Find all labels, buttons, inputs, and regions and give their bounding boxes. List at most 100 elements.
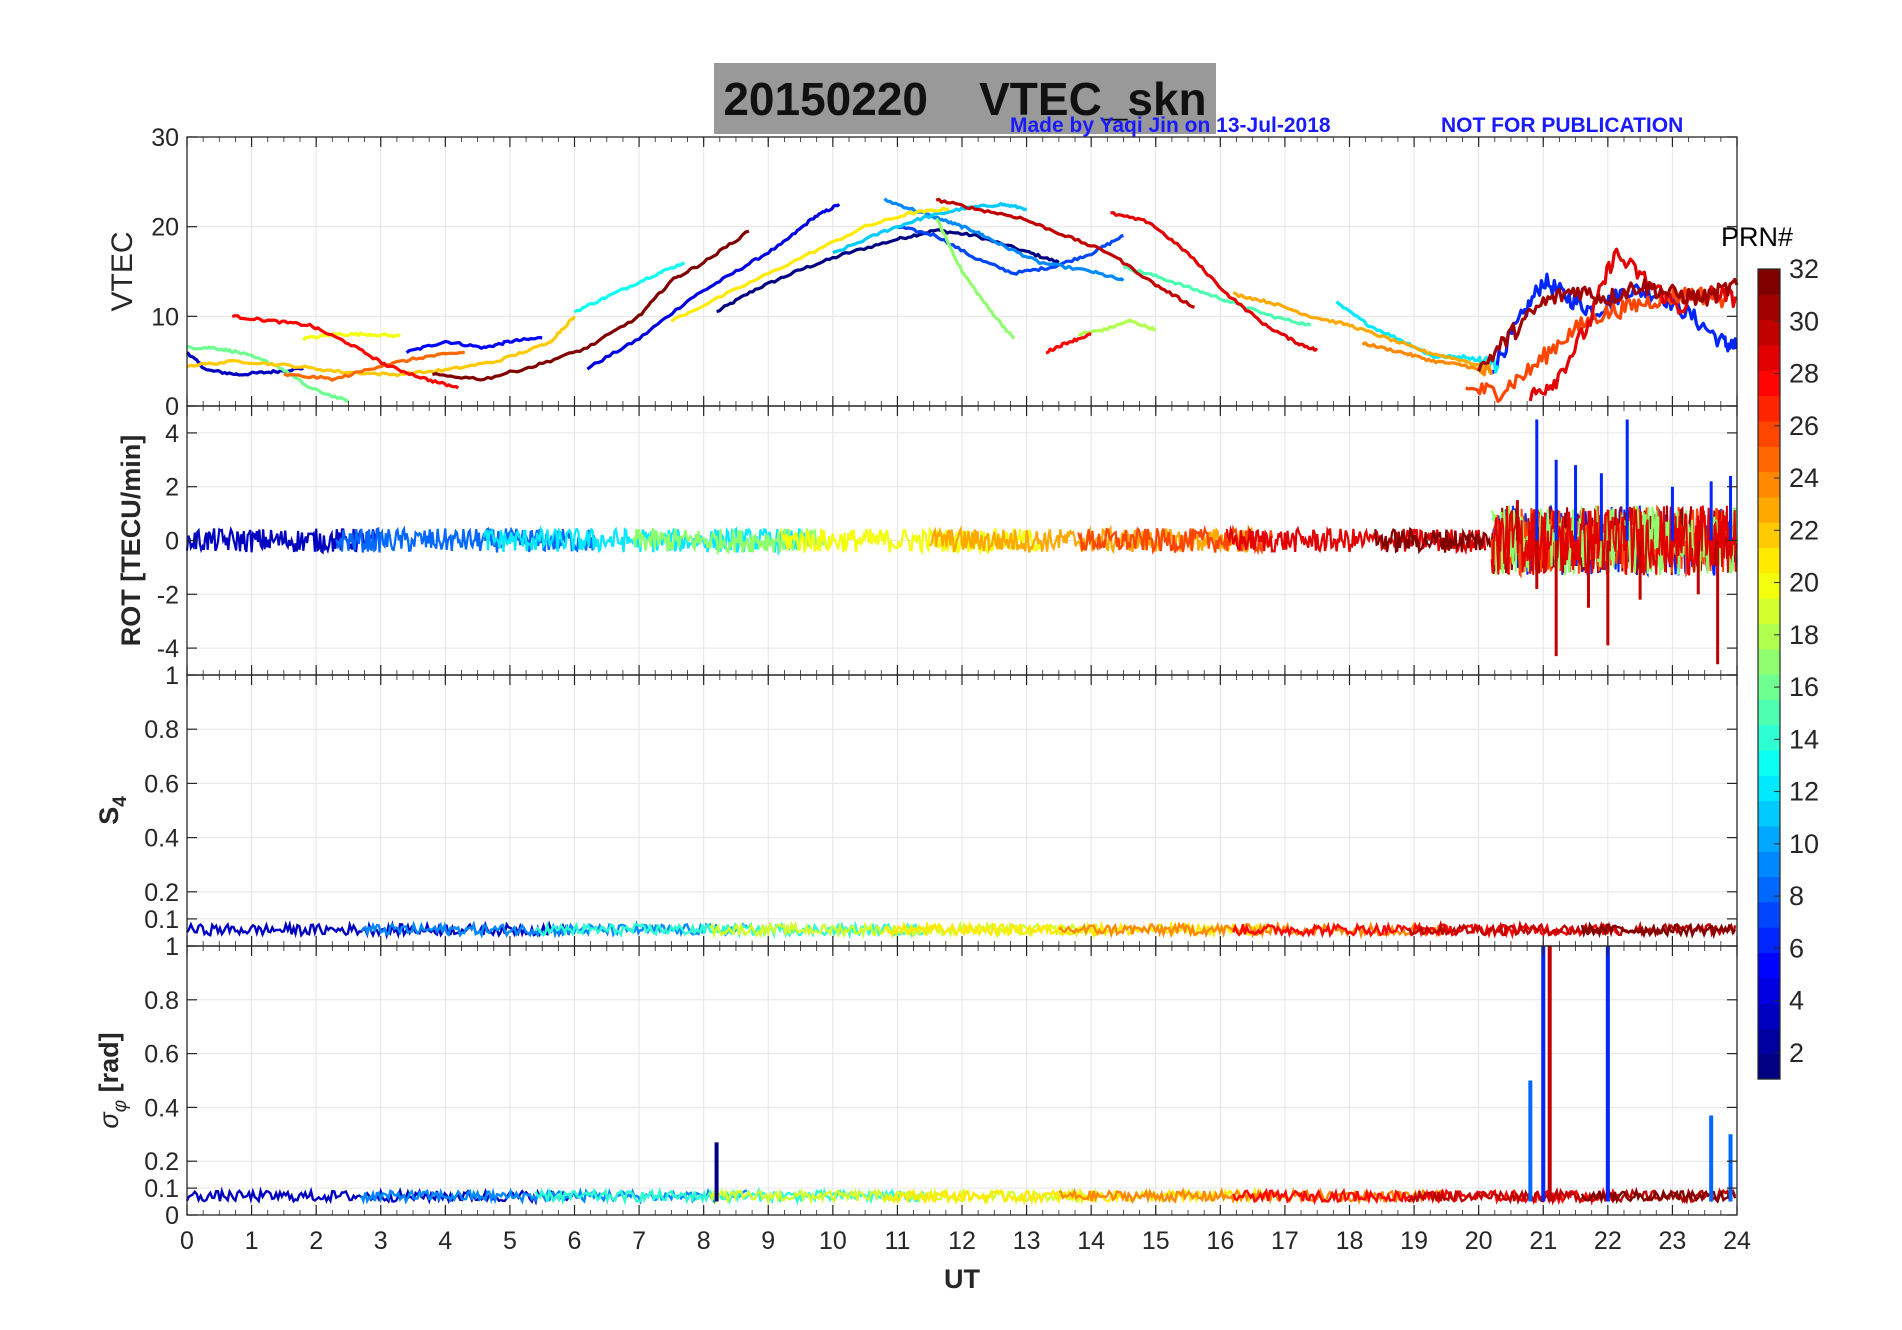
notice-text: NOT FOR PUBLICATION	[1441, 114, 1684, 137]
vtec-series-prn-18	[1078, 318, 1156, 337]
colorbar-segment	[1758, 623, 1780, 650]
colorbar-segment	[1758, 395, 1780, 422]
y-tick-label: 0	[165, 1202, 179, 1230]
colorbar-segment	[1758, 1028, 1780, 1055]
colorbar-segment	[1758, 901, 1780, 928]
colorbar-segment	[1758, 977, 1780, 1004]
colorbar-segment	[1758, 648, 1780, 675]
rot-quiet-trace	[929, 524, 1254, 555]
colorbar-segment	[1758, 269, 1780, 295]
vtec-series-prn-31	[1477, 277, 1739, 372]
colorbar-segment	[1758, 344, 1780, 371]
series-group	[185, 419, 1738, 665]
colorbar-tick-label: 8	[1789, 881, 1804, 911]
vtec-series-prn-29	[1528, 247, 1738, 402]
colorbar-tick-label: 32	[1789, 254, 1819, 284]
vtec-series-prn-1	[716, 228, 1060, 313]
x-tick-label: 2	[309, 1227, 323, 1255]
x-tick-label: 19	[1400, 1227, 1428, 1255]
colorbar-tick-label: 22	[1789, 515, 1819, 545]
colorbar-title: PRN#	[1721, 222, 1793, 252]
credit-text: Made by Yaqi Jin on 13-Jul-2018	[1010, 114, 1331, 137]
colorbar-tick-label: 20	[1789, 568, 1819, 598]
colorbar-segment	[1758, 496, 1780, 523]
colorbar-tick-label: 14	[1789, 724, 1819, 754]
y-axis-label: σφ [rad]	[94, 1032, 131, 1128]
colorbar-segment	[1758, 547, 1780, 574]
colorbar-segment	[1758, 927, 1780, 954]
vtec-series-prn-29	[1110, 211, 1319, 352]
colorbar-tick-label: 16	[1789, 672, 1819, 702]
vtec-series-prn-30	[935, 197, 1196, 309]
title-label: VTEC_skn	[979, 72, 1207, 125]
vtec-series-prn-13	[573, 261, 686, 314]
colorbar-tick-label: 18	[1789, 620, 1819, 650]
title-date: 20150220	[723, 72, 928, 125]
y-tick-label: 0.4	[144, 1094, 179, 1122]
colorbar-segment	[1758, 876, 1780, 903]
x-tick-label: 18	[1336, 1227, 1364, 1255]
y-tick-label: 0.6	[144, 1041, 179, 1069]
colorbar-segment	[1758, 446, 1780, 473]
colorbar-segment	[1758, 1003, 1780, 1029]
colorbar-segment	[1758, 598, 1780, 624]
x-tick-label: 13	[1013, 1227, 1041, 1255]
colorbar-segment	[1758, 522, 1780, 549]
y-axis-label-subscript: 4	[110, 796, 131, 807]
vtec-series-prn-20	[302, 331, 401, 342]
colorbar-segment	[1758, 294, 1780, 321]
colorbar-segment	[1758, 749, 1780, 776]
colorbar-tick-label: 2	[1789, 1038, 1804, 1068]
x-tick-label: 15	[1142, 1227, 1170, 1255]
colorbar-tick-label: 6	[1789, 933, 1804, 963]
x-tick-label: 4	[438, 1227, 452, 1255]
colorbar-segment	[1758, 674, 1780, 700]
colorbar-segment	[1758, 724, 1780, 751]
x-tick-label: 6	[568, 1227, 582, 1255]
x-tick-label: 21	[1529, 1227, 1557, 1255]
rot-quiet-trace	[335, 525, 595, 553]
colorbar-segment	[1758, 471, 1780, 498]
colorbar-segment	[1758, 370, 1780, 397]
vtec-series-prn-28	[1045, 332, 1092, 355]
x-tick-label: 1	[245, 1227, 259, 1255]
x-tick-label: 10	[819, 1227, 847, 1255]
y-tick-label: 0.1	[144, 1175, 179, 1203]
y-tick-label: 20	[151, 214, 179, 242]
y-axis-label-sigma: σ	[94, 1111, 124, 1129]
x-tick-label: 12	[948, 1227, 976, 1255]
axes: -4 -2 0 2 4 ROT [TECU/min]	[116, 405, 1738, 676]
vtec-series-prn-23	[1232, 291, 1493, 375]
vtec-series-prn-15	[1122, 265, 1312, 327]
series-group	[185, 946, 1737, 1206]
vtec-series-prn-22	[186, 315, 576, 378]
vtec-series-prn-7	[897, 225, 1124, 276]
noise-trace	[360, 1186, 747, 1205]
x-tick-label: 17	[1271, 1227, 1299, 1255]
vtec-series-prn-5	[405, 335, 543, 354]
colorbar-tick-label: 12	[1789, 777, 1819, 807]
colorbar-tick-label: 10	[1789, 829, 1819, 859]
y-tick-label: 0	[165, 393, 179, 421]
rot-quiet-trace	[1225, 525, 1487, 556]
colorbar-frame	[1757, 268, 1781, 1080]
x-tick-label: 0	[180, 1227, 194, 1255]
series-group	[185, 197, 1739, 403]
vtec-series-prn-17	[935, 217, 1016, 340]
y-tick-label: 10	[151, 303, 179, 331]
colorbar-segment	[1758, 699, 1780, 726]
panel-rot: -4 -2 0 2 4 ROT [TECU/min]	[116, 405, 1738, 676]
colorbar-tick-label: 4	[1789, 986, 1804, 1016]
colorbar-tick-label: 24	[1789, 463, 1819, 493]
x-tick-label: 20	[1465, 1227, 1493, 1255]
y-axis-label: S4	[94, 796, 131, 825]
colorbar-segment	[1758, 1053, 1780, 1080]
y-tick-label: 0	[165, 528, 179, 556]
noise-trace	[1407, 919, 1737, 939]
colorbar-segment	[1758, 851, 1780, 878]
y-tick-label: -2	[157, 581, 179, 609]
panel-vtec: 0 10 20 30 VTEC	[106, 124, 1739, 421]
x-tick-label: 14	[1077, 1227, 1105, 1255]
